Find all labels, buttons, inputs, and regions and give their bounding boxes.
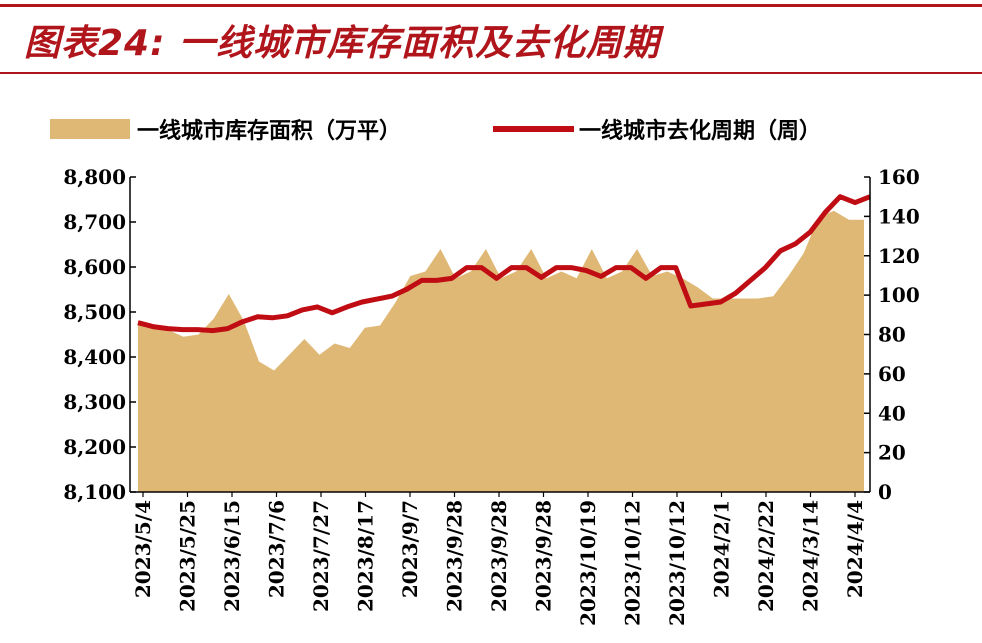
right-tick-label: 160 bbox=[878, 165, 920, 189]
x-tick-label: 2023/7/6 bbox=[265, 500, 289, 598]
x-tick-label: 2023/5/4 bbox=[131, 500, 155, 598]
right-tick-label: 40 bbox=[878, 401, 906, 425]
right-tick-label: 20 bbox=[878, 441, 906, 465]
inventory-area bbox=[138, 210, 864, 493]
left-tick-label: 8,200 bbox=[63, 435, 126, 459]
x-tick-label: 2024/3/14 bbox=[799, 500, 823, 612]
legend: 一线城市库存面积（万平） 一线城市去化周期（周） bbox=[50, 118, 821, 144]
title-top-rule bbox=[0, 4, 982, 7]
x-tick-label: 2023/9/28 bbox=[443, 500, 467, 612]
left-tick-label: 8,700 bbox=[63, 210, 126, 234]
x-tick-label: 2023/9/28 bbox=[532, 500, 556, 612]
x-tick-label: 2024/2/1 bbox=[710, 500, 734, 598]
right-tick-label: 60 bbox=[878, 362, 906, 386]
turnover-line bbox=[137, 194, 871, 334]
x-tick-label: 2024/4/4 bbox=[843, 500, 867, 598]
x-tick-label: 2023/7/27 bbox=[309, 500, 333, 612]
x-tick-label: 2024/2/22 bbox=[754, 500, 778, 612]
right-tick-label: 120 bbox=[878, 244, 920, 268]
legend-line-label: 一线城市去化周期（周） bbox=[579, 118, 821, 144]
right-tick-label: 100 bbox=[878, 283, 920, 307]
x-tick-label: 2023/8/17 bbox=[354, 500, 378, 612]
left-tick-label: 8,400 bbox=[63, 345, 126, 369]
x-tick-label: 2023/9/7 bbox=[398, 500, 422, 598]
left-tick-label: 8,800 bbox=[63, 165, 126, 189]
x-tick-label: 2023/10/19 bbox=[576, 500, 600, 626]
right-tick-label: 0 bbox=[878, 480, 892, 504]
left-tick-label: 8,100 bbox=[63, 480, 126, 504]
x-tick-label: 2023/9/28 bbox=[487, 500, 511, 612]
x-tick-label: 2023/6/15 bbox=[220, 500, 244, 612]
chart-title: 图表24: 一线城市库存面积及去化周期 bbox=[24, 23, 661, 64]
right-tick-label: 80 bbox=[878, 323, 906, 347]
left-tick-label: 8,500 bbox=[63, 300, 126, 324]
left-tick-label: 8,600 bbox=[63, 255, 126, 279]
x-tick-label: 2023/5/25 bbox=[176, 500, 200, 612]
title-bar: 图表24: 一线城市库存面积及去化周期 bbox=[0, 0, 982, 74]
x-tick-label: 2023/10/12 bbox=[621, 500, 645, 626]
legend-area-swatch bbox=[50, 119, 130, 139]
title-bottom-rule bbox=[0, 72, 982, 74]
legend-area-label: 一线城市库存面积（万平） bbox=[137, 118, 401, 144]
left-tick-label: 8,300 bbox=[63, 390, 126, 414]
right-tick-label: 140 bbox=[878, 204, 920, 228]
x-tick-label: 2023/10/12 bbox=[665, 500, 689, 626]
